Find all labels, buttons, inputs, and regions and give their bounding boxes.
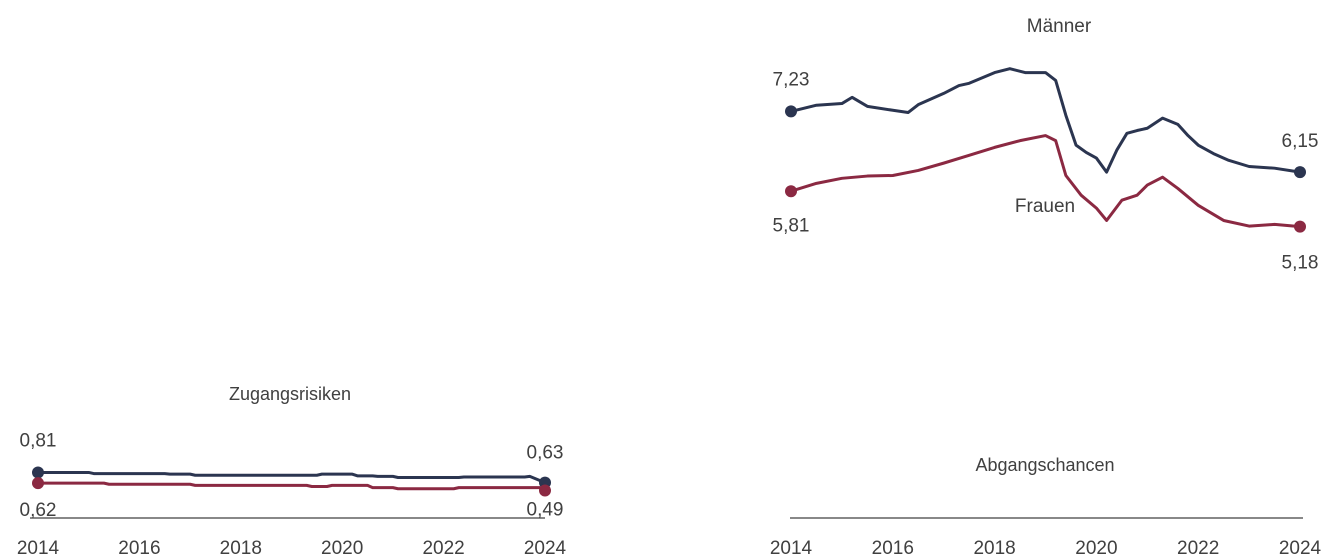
end-marker — [785, 105, 797, 118]
value-label: 0,62 — [20, 500, 57, 521]
series-label: Frauen — [1015, 196, 1075, 217]
value-label: 0,63 — [527, 443, 564, 464]
end-marker — [785, 185, 797, 198]
value-label: 6,15 — [1282, 131, 1319, 152]
value-label: 5,18 — [1282, 253, 1319, 274]
x-tick-label: 2016 — [872, 538, 914, 558]
x-tick-label: 2022 — [1177, 538, 1219, 558]
value-label: 0,81 — [20, 430, 57, 451]
end-marker — [32, 477, 44, 490]
end-marker — [1294, 220, 1306, 233]
series-line — [790, 67, 1301, 174]
end-marker — [539, 484, 551, 497]
value-label: 5,81 — [773, 215, 810, 236]
x-tick-label: 2020 — [321, 538, 363, 558]
x-tick-label: 2014 — [17, 538, 60, 558]
x-tick-label: 2018 — [973, 538, 1015, 558]
x-tick-label: 2024 — [524, 538, 567, 558]
end-marker — [32, 466, 44, 479]
series-line — [38, 470, 546, 484]
x-tick-label: 2014 — [770, 538, 813, 558]
value-label: 7,23 — [773, 69, 810, 90]
x-tick-label: 2024 — [1279, 538, 1322, 558]
series-label: Männer — [1027, 16, 1092, 37]
chart-title: Zugangsrisiken — [229, 384, 351, 404]
x-tick-label: 2016 — [118, 538, 160, 558]
series-line — [790, 134, 1301, 229]
x-tick-label: 2020 — [1075, 538, 1117, 558]
value-label: 0,49 — [527, 499, 564, 520]
series-line — [38, 481, 546, 492]
x-tick-label: 2022 — [422, 538, 464, 558]
end-marker — [1294, 166, 1306, 179]
x-tick-label: 2018 — [220, 538, 262, 558]
chart-title: Abgangschancen — [975, 455, 1114, 475]
